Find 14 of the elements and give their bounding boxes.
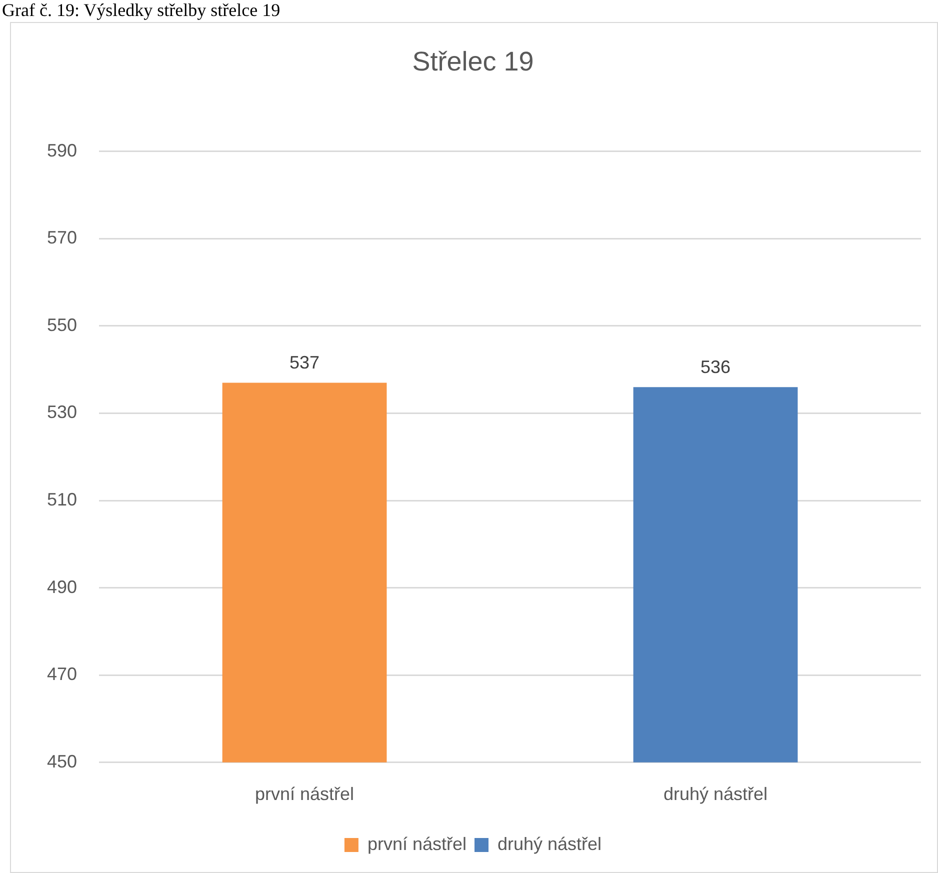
y-tick-label: 590 (46, 140, 78, 160)
y-tick-label: 450 (46, 751, 78, 772)
y-tick-label: 550 (46, 314, 78, 335)
legend-label: první nástřel (367, 834, 466, 854)
data-label: 536 (700, 357, 731, 378)
text: Graf č. 19: Výsledky střelby střelce 19 (1, 0, 282, 20)
y-tick-label: 470 (46, 664, 78, 684)
data-label: 537 (290, 352, 320, 373)
y-tick-label: 490 (46, 576, 78, 597)
y-tick-label: 570 (46, 228, 78, 248)
y-tick-label: 510 (46, 490, 78, 510)
legend-label: druhý nástřel (497, 834, 602, 854)
chart-title: Střelec 19 (412, 46, 534, 77)
y-tick-label: 530 (46, 402, 78, 422)
